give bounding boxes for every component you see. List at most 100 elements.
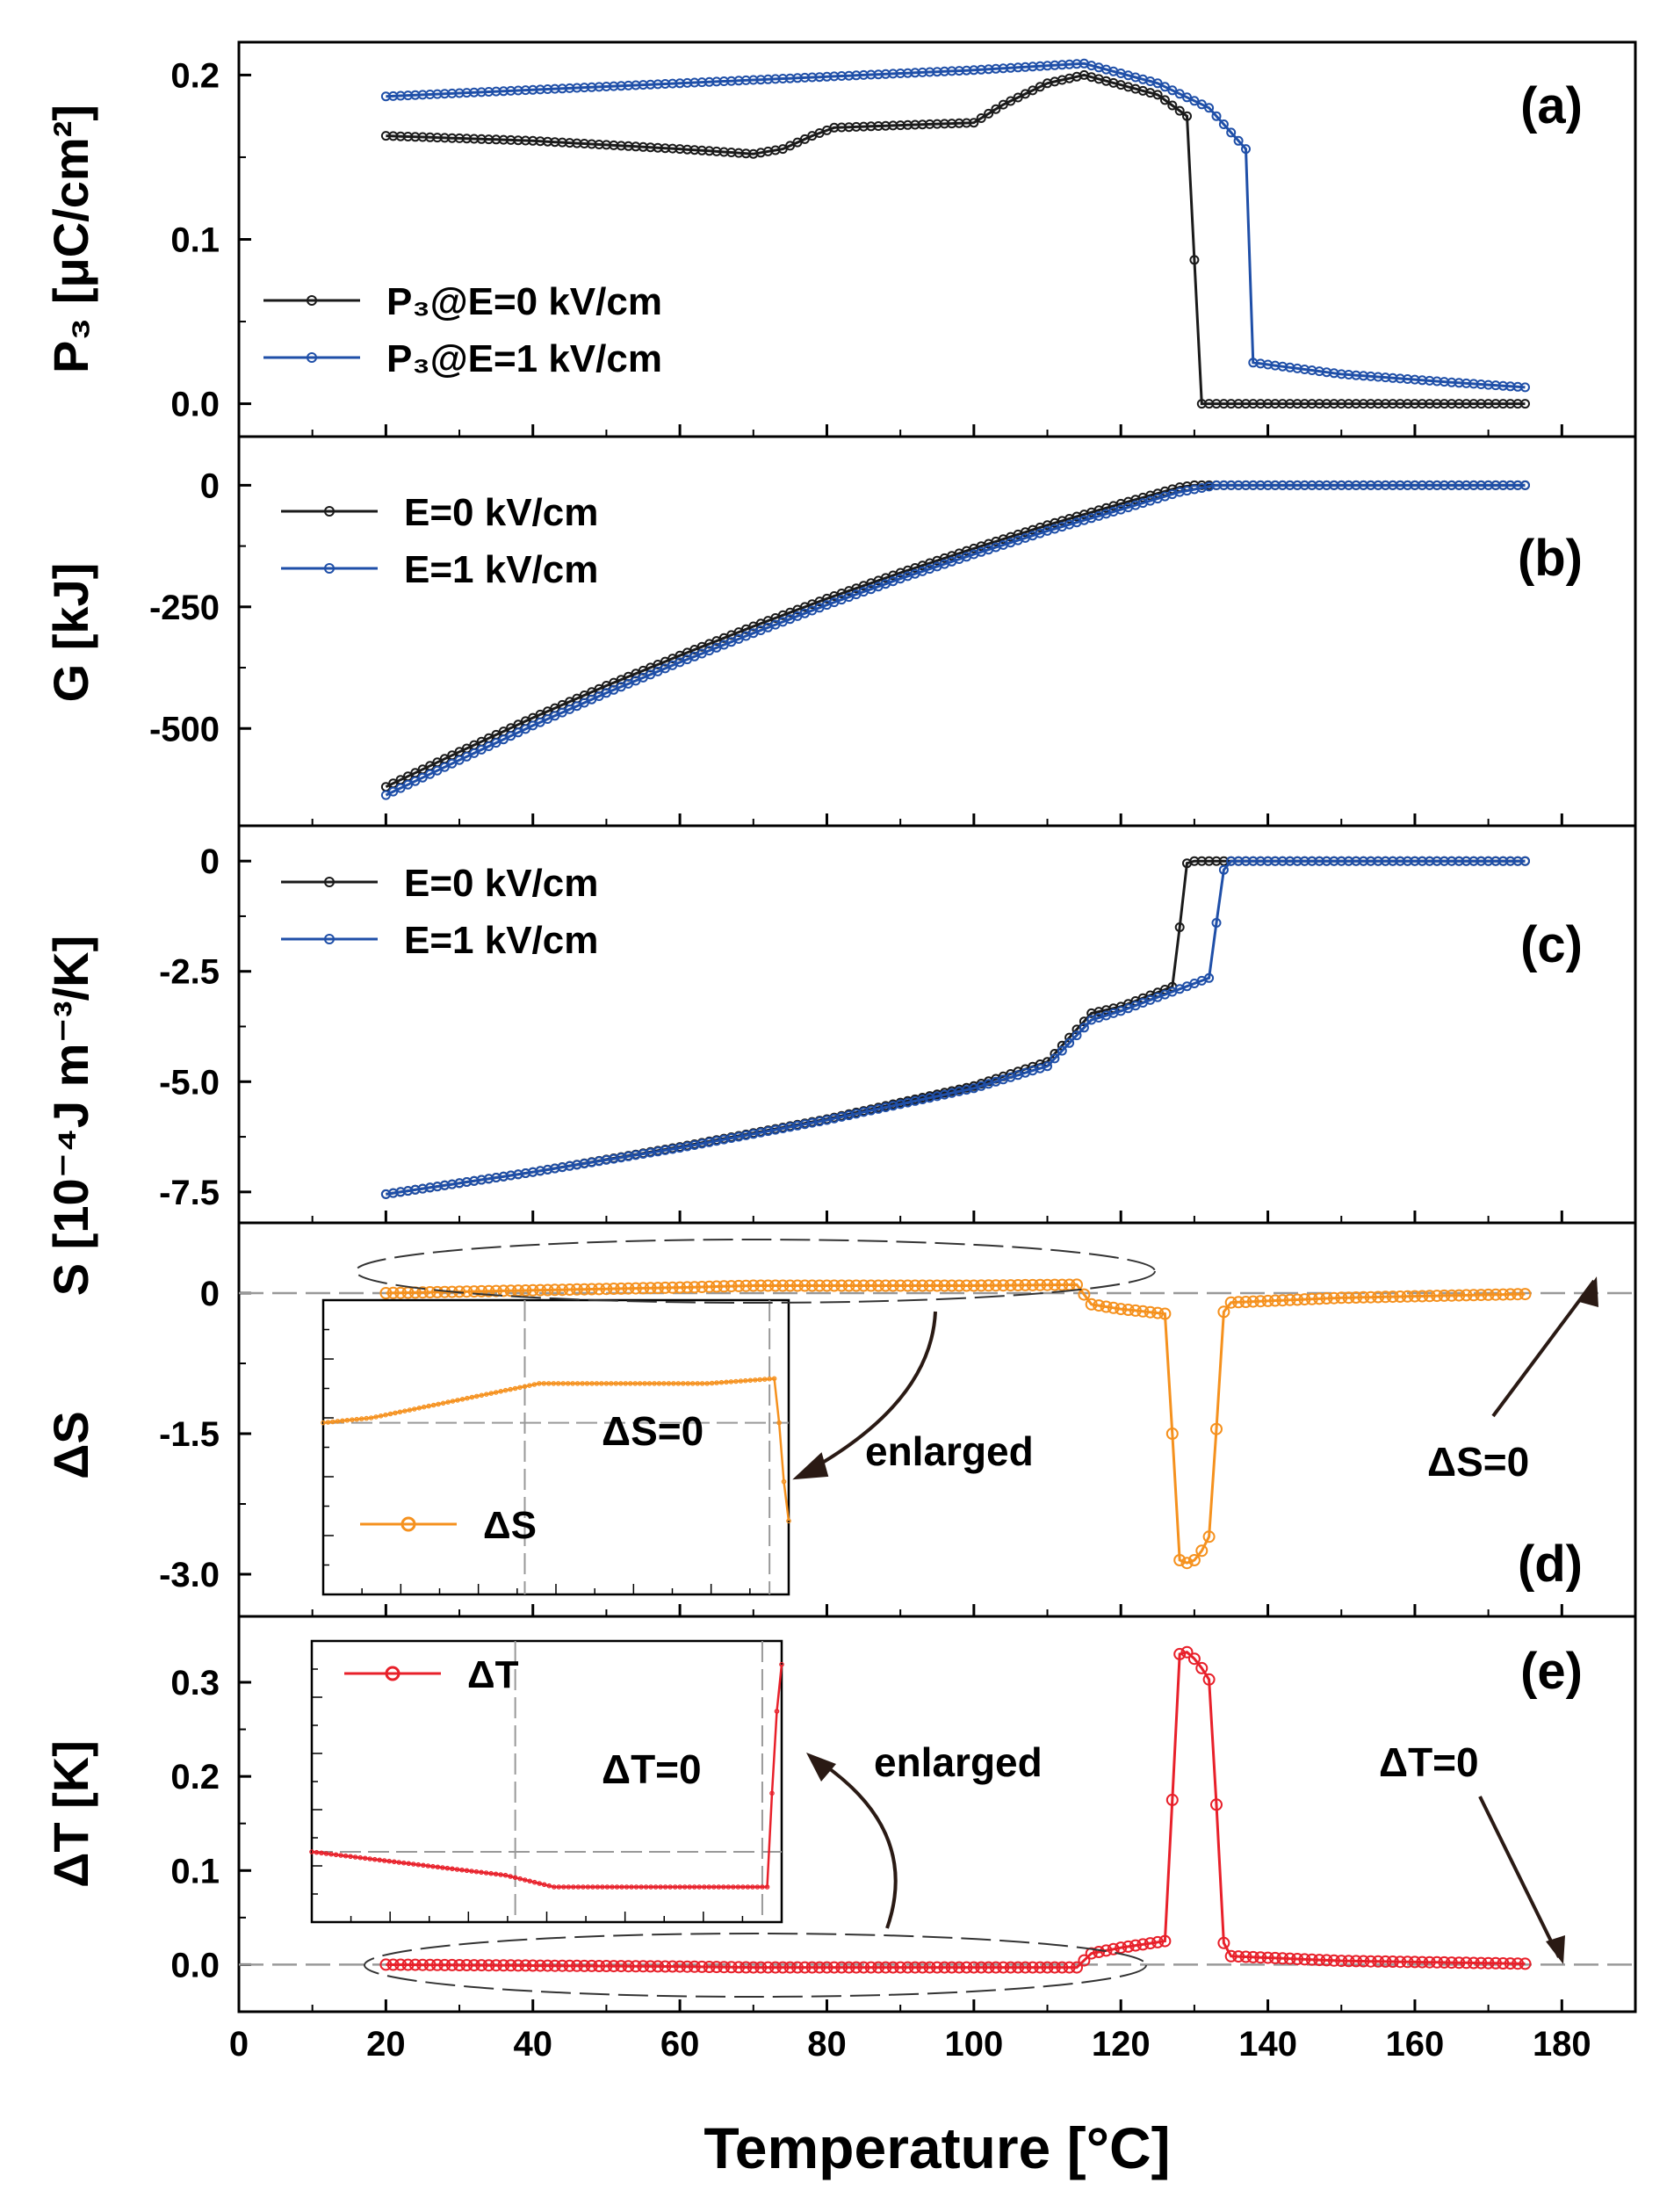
data-point xyxy=(1490,1288,1502,1301)
data-point xyxy=(718,1280,731,1293)
data-point xyxy=(1416,1290,1429,1303)
inset-data-point xyxy=(391,1859,397,1865)
inset-data-point xyxy=(502,1387,509,1393)
inset-data-point xyxy=(639,1884,644,1890)
inset-data-point xyxy=(426,1403,432,1409)
data-point xyxy=(1475,1289,1488,1302)
data-point xyxy=(1189,96,1200,106)
inset-data-point xyxy=(354,1416,360,1422)
inset-data-point xyxy=(656,1381,662,1386)
data-point xyxy=(1026,1278,1039,1291)
data-point xyxy=(953,1961,966,1974)
data-point xyxy=(1173,1554,1187,1566)
inset-data-point xyxy=(421,1404,427,1410)
data-point xyxy=(445,1958,458,1971)
data-point xyxy=(1431,1290,1444,1303)
data-point xyxy=(754,1961,768,1974)
annotations-e: enlarged ΔT=0 xyxy=(364,1739,1565,1998)
data-point xyxy=(447,758,458,769)
inset-data-point xyxy=(393,1410,398,1416)
data-point xyxy=(666,1281,679,1294)
data-point xyxy=(688,1281,701,1294)
data-point xyxy=(879,1279,892,1292)
data-point xyxy=(659,1960,672,1973)
data-point xyxy=(1460,1289,1473,1302)
y-tick-label: 0.0 xyxy=(170,1946,220,1984)
panel-a: 0.0 0.1 0.2 (a) P₃@E=0 kV/cm P₃@E=1 kV/cm P₃ [… xyxy=(43,40,1637,438)
data-point xyxy=(1189,255,1200,265)
zero-arrow xyxy=(1491,1279,1596,1418)
data-point xyxy=(1064,1037,1075,1048)
data-point xyxy=(1041,1961,1054,1974)
data-point xyxy=(578,1959,591,1972)
data-point xyxy=(1174,922,1185,932)
data-point xyxy=(666,1960,679,1973)
inset-data-point xyxy=(410,1861,416,1867)
data-point xyxy=(857,1961,870,1974)
inset-data-point xyxy=(677,1884,683,1890)
data-point xyxy=(556,1283,569,1297)
inset-data-point xyxy=(473,1869,480,1875)
inset-data-point xyxy=(430,1402,437,1408)
inset-frame xyxy=(310,1639,783,1924)
data-point xyxy=(506,731,516,741)
inset-data-point xyxy=(377,1857,383,1863)
inset-data-point xyxy=(642,1381,647,1386)
data-point xyxy=(886,1961,899,1974)
data-point xyxy=(998,99,1008,110)
inset-data-point xyxy=(672,1884,678,1890)
zero-arrow xyxy=(1478,1796,1561,1958)
data-point xyxy=(1078,1288,1091,1301)
inset-data-point xyxy=(493,1390,499,1395)
inset-data-point xyxy=(627,1381,633,1386)
x-tick-label: 100 xyxy=(944,2025,1003,2064)
inset-data-point xyxy=(321,1420,326,1426)
data-point xyxy=(1056,1961,1069,1974)
data-point xyxy=(1041,1278,1054,1291)
inset-data-point xyxy=(537,1881,543,1886)
data-point xyxy=(1202,1530,1216,1543)
legend-marker xyxy=(307,295,317,306)
data-point xyxy=(386,1958,400,1971)
inset-data-point xyxy=(725,1884,732,1890)
data-point xyxy=(945,1961,958,1974)
data-point xyxy=(1159,95,1170,105)
data-point xyxy=(1327,1291,1340,1305)
inset-data-point xyxy=(594,1381,600,1386)
data-point xyxy=(761,1279,775,1292)
inset-data-point xyxy=(551,1381,557,1386)
legend-marker xyxy=(324,506,335,517)
data-point xyxy=(1020,89,1030,99)
data-point xyxy=(386,1286,400,1299)
inset-data-point xyxy=(632,1381,639,1386)
data-point xyxy=(430,1285,444,1298)
data-point xyxy=(1129,1939,1142,1952)
inset-data-point xyxy=(416,1406,422,1411)
data-point xyxy=(644,1282,657,1295)
inset-data-point xyxy=(769,1790,775,1796)
inset-data-point xyxy=(387,1411,393,1417)
inset-data-point xyxy=(397,1409,403,1415)
panel-label: (e) xyxy=(1520,1643,1583,1700)
inset-data-point xyxy=(517,1876,523,1882)
data-point xyxy=(379,1958,393,1971)
data-point xyxy=(960,1961,973,1974)
data-point xyxy=(1004,1279,1017,1292)
data-point xyxy=(1327,1954,1340,1967)
inset-data-point xyxy=(560,1381,566,1386)
data-point xyxy=(467,1285,480,1298)
data-point xyxy=(1226,127,1237,138)
data-point xyxy=(967,1961,980,1974)
inset-data-point xyxy=(624,1884,630,1890)
inset-data-point xyxy=(570,1884,576,1890)
inset-data-point xyxy=(701,1884,707,1890)
inset-data-point xyxy=(343,1853,349,1859)
arrow-head xyxy=(792,1452,829,1480)
data-point xyxy=(1210,1798,1223,1811)
data-point xyxy=(783,1279,797,1292)
data-point xyxy=(997,1961,1010,1974)
inset-data-point xyxy=(483,1392,489,1398)
data-point xyxy=(622,1282,635,1295)
data-point xyxy=(1115,1941,1128,1955)
